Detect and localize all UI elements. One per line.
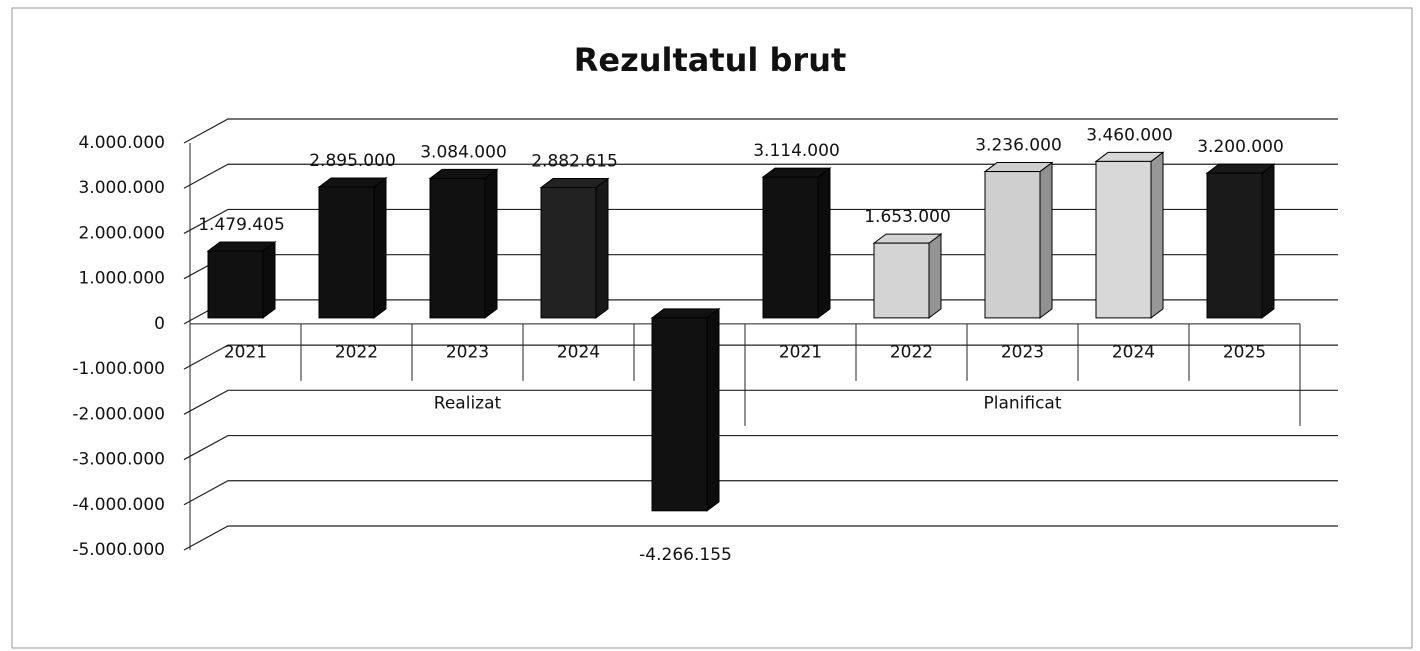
bar — [1095, 160, 1152, 319]
bar-side — [373, 176, 387, 319]
y-tick-label: -4.000.000 — [72, 495, 165, 515]
grid-line — [183, 525, 1338, 551]
y-tick-label: 0 — [154, 314, 165, 334]
grid-line — [183, 163, 1338, 189]
value-label: -4.266.155 — [639, 545, 732, 565]
x-tick-label: 2021 — [224, 342, 267, 362]
bar — [873, 242, 930, 319]
y-tick-label: 2.000.000 — [78, 223, 165, 243]
group-label: Planificat — [983, 393, 1061, 413]
y-tick-label: 4.000.000 — [78, 133, 165, 153]
value-label: 3.084.000 — [420, 142, 507, 162]
bar — [651, 317, 708, 512]
bar-side — [262, 240, 276, 319]
value-label: 2.895.000 — [309, 151, 396, 171]
bar — [207, 250, 264, 319]
bar-side — [817, 167, 831, 319]
x-tick-label: 2022 — [335, 342, 378, 362]
grid-line — [183, 389, 1338, 415]
value-label: 3.236.000 — [975, 136, 1062, 156]
bar — [762, 176, 819, 319]
x-tick-label: 2024 — [1112, 342, 1155, 362]
bar — [984, 171, 1041, 319]
bar-top — [1094, 151, 1165, 162]
bar-side — [1039, 161, 1053, 319]
bar-top — [872, 233, 943, 244]
x-tick-label: 2023 — [446, 342, 489, 362]
grid-line — [183, 208, 1338, 234]
x-tick-label: 2023 — [1001, 342, 1044, 362]
bar-top — [650, 308, 721, 319]
value-label: 2.882.615 — [531, 152, 618, 172]
bar-side — [928, 233, 942, 319]
value-label: 3.200.000 — [1197, 137, 1284, 157]
value-label: 1.653.000 — [864, 207, 951, 227]
y-tick-label: 3.000.000 — [78, 178, 165, 198]
bar — [318, 186, 375, 319]
y-tick-label: -5.000.000 — [72, 540, 165, 560]
bar — [429, 177, 486, 319]
value-label: 3.114.000 — [753, 141, 840, 161]
grid-line — [183, 344, 1338, 370]
bar-side — [706, 307, 720, 512]
x-tick-label: 2025 — [1223, 342, 1266, 362]
bar — [540, 187, 597, 319]
value-label: 3.460.000 — [1086, 125, 1173, 145]
bar-top — [317, 177, 388, 188]
y-tick-label: 1.000.000 — [78, 269, 165, 289]
bar-top — [206, 241, 277, 252]
y-tick-label: -2.000.000 — [72, 404, 165, 424]
x-tick-label: 2024 — [557, 342, 600, 362]
chart-border — [11, 7, 1413, 649]
bar-top — [761, 167, 832, 178]
bar-side — [1261, 163, 1275, 319]
value-label: 1.479.405 — [198, 215, 285, 235]
bar-top — [428, 168, 499, 179]
x-tick-label: 2021 — [779, 342, 822, 362]
grid-line — [183, 480, 1338, 506]
grid-line — [183, 434, 1338, 461]
bar-side — [484, 168, 498, 319]
bar-top — [983, 162, 1054, 173]
y-tick-label: -3.000.000 — [72, 450, 165, 470]
y-tick-label: -1.000.000 — [72, 359, 165, 379]
bar-side — [1150, 151, 1164, 319]
grid-line — [183, 118, 1338, 144]
x-tick-label: 2022 — [890, 342, 933, 362]
group-label: Realizat — [434, 393, 502, 413]
chart-title: Rezultatul brut — [574, 41, 847, 79]
bar-side — [595, 177, 609, 319]
bar-top — [1205, 163, 1276, 174]
bar-top — [539, 178, 610, 189]
bar — [1206, 172, 1263, 319]
